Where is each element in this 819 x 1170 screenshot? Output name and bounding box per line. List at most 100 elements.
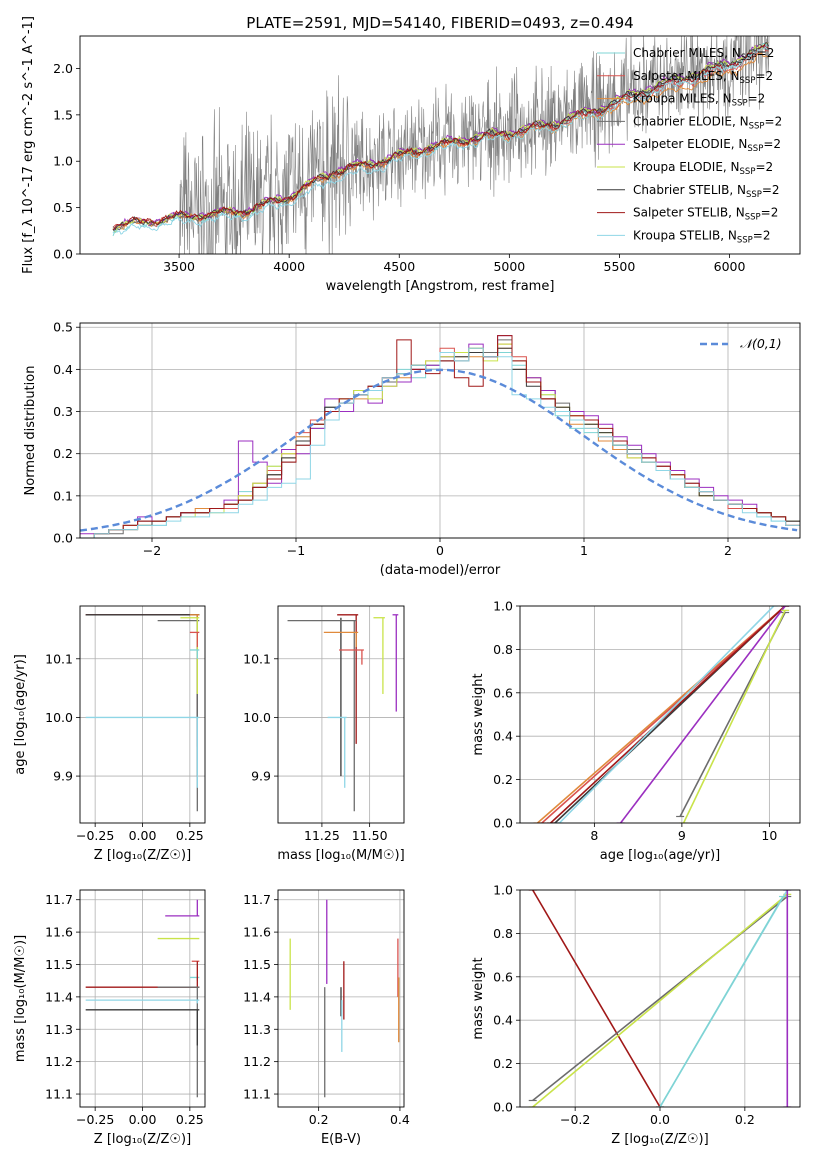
- legend-label: Kroupa MILES, NSSP=2: [633, 92, 765, 109]
- y-tick-label: 11.6: [45, 925, 73, 940]
- y-tick-label: 10.1: [243, 651, 271, 666]
- y-tick-label: 11.1: [45, 1087, 73, 1102]
- legend-label: Chabrier MILES, NSSP=2: [633, 46, 774, 63]
- x-axis-label: Z [log₁₀(Z/Z☉)]: [94, 1132, 191, 1147]
- x-tick-label: 3500: [163, 259, 195, 274]
- y-tick-label: 1.5: [53, 107, 73, 122]
- x-tick-label: 10: [761, 828, 777, 843]
- y-tick-label: 0.6: [493, 685, 513, 700]
- y-tick-label: 0.0: [493, 816, 513, 831]
- age_vs_Z-plot-area: [85, 614, 200, 812]
- mass_vs_ebv-axes: 0.2 0.4 11.1 11.2 11.3 11.4 11.5 11.6 11.7 E(B-V): [243, 889, 410, 1147]
- x-tick-label: 0: [436, 543, 444, 558]
- weight-line-chabrier_miles: [659, 896, 784, 1107]
- y-axis-label: Flux [f_λ 10^-17 erg cm^-2 s^-1 A^-1]: [21, 16, 36, 274]
- x-tick-label: −0.25: [76, 1112, 114, 1127]
- weight-line-salpeter_elodie: [619, 606, 786, 823]
- y-tick-label: 0.0: [53, 531, 73, 546]
- legend-label: Chabrier ELODIE, NSSP=2: [633, 114, 782, 131]
- legend-label: Salpeter MILES, NSSP=2: [633, 69, 773, 86]
- legend-label: Kroupa ELODIE, NSSP=2: [633, 160, 773, 177]
- x-tick-label: 9: [678, 828, 686, 843]
- y-tick-label: 11.4: [243, 989, 271, 1004]
- x-tick-label: 8: [590, 828, 598, 843]
- y-tick-label: 0.6: [493, 969, 513, 984]
- y-tick-label: 0.0: [493, 1100, 513, 1115]
- plot-frame: [277, 605, 405, 824]
- x-axis-label: wavelength [Angstrom, rest frame]: [326, 279, 555, 294]
- y-axis-label: Normed distribution: [23, 366, 38, 496]
- y-tick-label: 11.7: [243, 892, 271, 907]
- x-tick-label: 0.4: [390, 1112, 410, 1127]
- weight-line-salpeter_stelib: [550, 606, 786, 823]
- mass_weight_vs_Z-plot-area: [528, 890, 792, 1107]
- x-axis-label: mass [log₁₀(M/M☉)]: [277, 848, 404, 863]
- legend-label: 𝒩(0,1): [740, 336, 782, 351]
- legend-label: Chabrier STELIB, NSSP=2: [633, 183, 780, 200]
- x-tick-label: 0.0: [650, 1112, 670, 1127]
- y-tick-label: 11.1: [243, 1087, 271, 1102]
- y-tick-label: 0.4: [493, 1013, 513, 1028]
- y-tick-label: 9.9: [53, 769, 73, 784]
- plot-frame: [79, 35, 801, 255]
- mass_vs_Z-plot-area: [85, 899, 200, 1098]
- y-tick-label: 9.9: [251, 769, 271, 784]
- age_vs_mass-plot-area: [287, 614, 399, 812]
- x-axis-label: Z [log₁₀(Z/Z☉)]: [611, 1132, 708, 1147]
- y-tick-label: 1.0: [493, 599, 513, 614]
- y-tick-label: 11.3: [243, 1022, 271, 1037]
- x-tick-label: 0.2: [309, 1112, 329, 1127]
- x-axis-label: (data-model)/error: [380, 563, 501, 578]
- plot-frame: [79, 322, 801, 539]
- model-line-kroupa_elodie: [112, 42, 769, 233]
- y-tick-label: 1.0: [53, 154, 73, 169]
- x-tick-label: 0.25: [176, 1112, 204, 1127]
- y-axis-label: mass [log₁₀(M/M☉)]: [13, 935, 28, 1062]
- y-tick-label: 0.8: [493, 926, 513, 941]
- y-tick-label: 0.2: [493, 1056, 513, 1071]
- x-tick-label: 11.25: [304, 828, 340, 843]
- x-tick-label: 0.00: [129, 828, 157, 843]
- y-tick-label: 11.3: [45, 1022, 73, 1037]
- x-tick-label: −2: [143, 543, 161, 558]
- y-tick-label: 2.0: [53, 61, 73, 76]
- spectrum-plot-area: [112, 36, 770, 254]
- observed-spectrum: [179, 36, 770, 254]
- y-axis-label: age [log₁₀(age/yr)]: [13, 654, 28, 775]
- histogram-salpeter_stelib: [80, 335, 800, 538]
- y-tick-label: 11.2: [243, 1054, 271, 1069]
- model-line-salpeter_stelib: [112, 44, 769, 230]
- residuals-legend: 𝒩(0,1): [700, 336, 782, 351]
- legend-label: Salpeter STELIB, NSSP=2: [633, 206, 778, 223]
- weight-line-kroupa_elodie: [682, 609, 786, 823]
- mass_vs_ebv-plot-area: [289, 899, 400, 1098]
- y-tick-label: 11.5: [45, 957, 73, 972]
- y-tick-label: 11.5: [243, 957, 271, 972]
- weight-line-kroupa_stelib: [558, 606, 775, 823]
- y-tick-label: 11.2: [45, 1054, 73, 1069]
- y-axis-label: mass weight: [471, 673, 486, 755]
- x-tick-label: 0.2: [735, 1112, 755, 1127]
- residuals-plot-area: [80, 335, 800, 538]
- chart-title: PLATE=2591, MJD=54140, FIBERID=0493, z=0…: [246, 14, 633, 32]
- x-tick-label: 4500: [383, 259, 415, 274]
- x-tick-label: 11.50: [352, 828, 388, 843]
- y-tick-label: 0.4: [53, 362, 73, 377]
- age_vs_mass-axes: 11.25 11.50 9.9 10.0 10.1 mass [log₁₀(M/M☉)]: [243, 605, 405, 863]
- weight-line-salpeter_stelib: [532, 890, 661, 1107]
- y-tick-label: 0.2: [493, 772, 513, 787]
- age_vs_Z-axes: −0.25 0.00 0.25 9.9 10.0 10.1 Z [log₁₀(Z/Z☉)] a…: [13, 605, 206, 863]
- y-tick-label: 0.1: [53, 488, 73, 503]
- x-tick-label: 4000: [273, 259, 305, 274]
- y-tick-label: 1.0: [493, 883, 513, 898]
- x-tick-label: 5000: [493, 259, 525, 274]
- mass_weight_vs_age-axes: 8 9 10 0.0 0.2 0.4 0.6 0.8 1.0 age [log₁₀(age/yr)…: [471, 599, 801, 863]
- x-tick-label: 2: [724, 543, 732, 558]
- x-axis-label: Z [log₁₀(Z/Z☉)]: [94, 848, 191, 863]
- y-tick-label: 11.4: [45, 989, 73, 1004]
- y-tick-label: 11.7: [45, 892, 73, 907]
- y-tick-label: 10.0: [45, 710, 73, 725]
- plot-frame: [519, 889, 801, 1108]
- model-line-kroupa_stelib: [112, 46, 769, 235]
